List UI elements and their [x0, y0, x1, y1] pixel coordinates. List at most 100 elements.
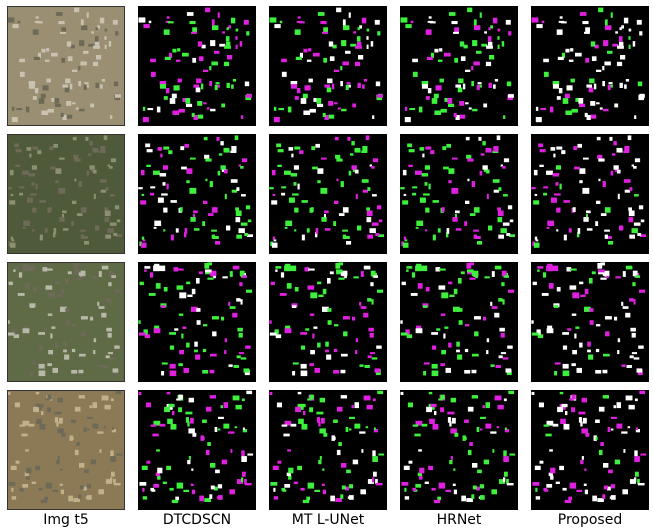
detected-building: [416, 325, 422, 331]
detected-building: [626, 365, 632, 368]
texture: [104, 217, 110, 223]
detected-building: [469, 262, 474, 266]
texture: [74, 158, 81, 162]
detected-building: [377, 234, 384, 237]
detected-building: [556, 96, 561, 100]
detected-building: [430, 52, 434, 58]
detected-building: [437, 496, 441, 501]
detected-building: [156, 106, 161, 113]
detected-building: [228, 301, 231, 306]
detected-building: [531, 320, 534, 324]
detected-building: [166, 391, 171, 395]
detected-building: [241, 450, 245, 457]
detected-building: [479, 428, 483, 431]
detected-building: [366, 36, 369, 40]
detected-building: [366, 217, 372, 223]
detected-building: [294, 96, 299, 100]
texture: [76, 277, 83, 280]
detected-building: [171, 93, 177, 99]
detected-building: [341, 353, 348, 357]
detected-building: [614, 459, 621, 465]
detected-building: [377, 390, 384, 395]
detected-building: [594, 44, 599, 49]
detected-building: [321, 157, 327, 160]
detected-building: [448, 103, 455, 107]
detected-building: [333, 370, 340, 374]
detected-building: [425, 96, 430, 100]
detected-building: [191, 489, 195, 495]
detected-building: [224, 350, 227, 355]
texture: [92, 147, 99, 153]
texture: [66, 114, 73, 119]
detected-building: [300, 363, 307, 369]
texture: [22, 420, 30, 426]
detected-building: [460, 271, 465, 275]
detected-building: [587, 349, 591, 353]
detected-building: [440, 394, 445, 400]
texture: [74, 406, 81, 412]
detected-building: [168, 52, 172, 58]
detected-building: [602, 395, 609, 399]
detected-building: [435, 267, 441, 272]
detected-building: [471, 181, 475, 188]
detected-building: [324, 228, 331, 231]
detected-building: [351, 141, 355, 146]
detected-building: [562, 98, 569, 104]
texture: [72, 324, 77, 327]
texture: [116, 219, 121, 223]
detected-building: [139, 281, 144, 286]
detected-building: [425, 287, 430, 292]
texture: [89, 141, 93, 146]
detected-building: [564, 499, 572, 504]
texture: [110, 398, 114, 402]
detected-building: [556, 207, 561, 213]
texture: [116, 453, 123, 456]
detected-building: [428, 16, 432, 19]
detected-building: [338, 277, 345, 280]
detected-building: [269, 391, 273, 395]
detected-building: [221, 316, 225, 321]
detected-building: [243, 368, 250, 373]
detected-building: [586, 228, 593, 231]
texture: [62, 115, 67, 120]
detected-building: [577, 228, 581, 234]
texture: [38, 487, 43, 491]
detected-building: [182, 326, 187, 329]
detected-building: [292, 305, 297, 308]
detected-building: [198, 56, 204, 61]
detected-building: [403, 193, 407, 196]
detected-building: [478, 136, 482, 141]
detected-building: [340, 494, 344, 499]
detected-building: [581, 456, 584, 460]
texture: [65, 308, 70, 312]
texture: [79, 40, 85, 47]
change-map: [400, 134, 518, 254]
detected-building: [203, 102, 207, 105]
detected-building: [170, 423, 177, 430]
texture: [59, 217, 65, 222]
texture: [10, 193, 14, 196]
detected-building: [157, 147, 163, 151]
detected-building: [157, 467, 163, 474]
texture: [79, 485, 84, 490]
texture: [83, 84, 87, 91]
texture: [93, 193, 96, 200]
panel-background: [531, 6, 649, 126]
detected-building: [602, 494, 606, 499]
texture: [84, 241, 90, 245]
detected-building: [358, 55, 364, 60]
detected-building: [407, 143, 413, 148]
detected-building: [199, 495, 204, 502]
detected-building: [426, 56, 433, 60]
detected-building: [165, 88, 170, 94]
detected-building: [274, 24, 281, 29]
input-image: [7, 390, 125, 510]
detected-building: [565, 48, 570, 53]
texture: [40, 93, 46, 99]
detected-building: [309, 313, 315, 316]
detected-building: [414, 433, 421, 437]
detected-building: [632, 41, 636, 47]
detected-building: [543, 192, 548, 196]
detected-building: [195, 87, 201, 93]
texture: [44, 228, 48, 233]
